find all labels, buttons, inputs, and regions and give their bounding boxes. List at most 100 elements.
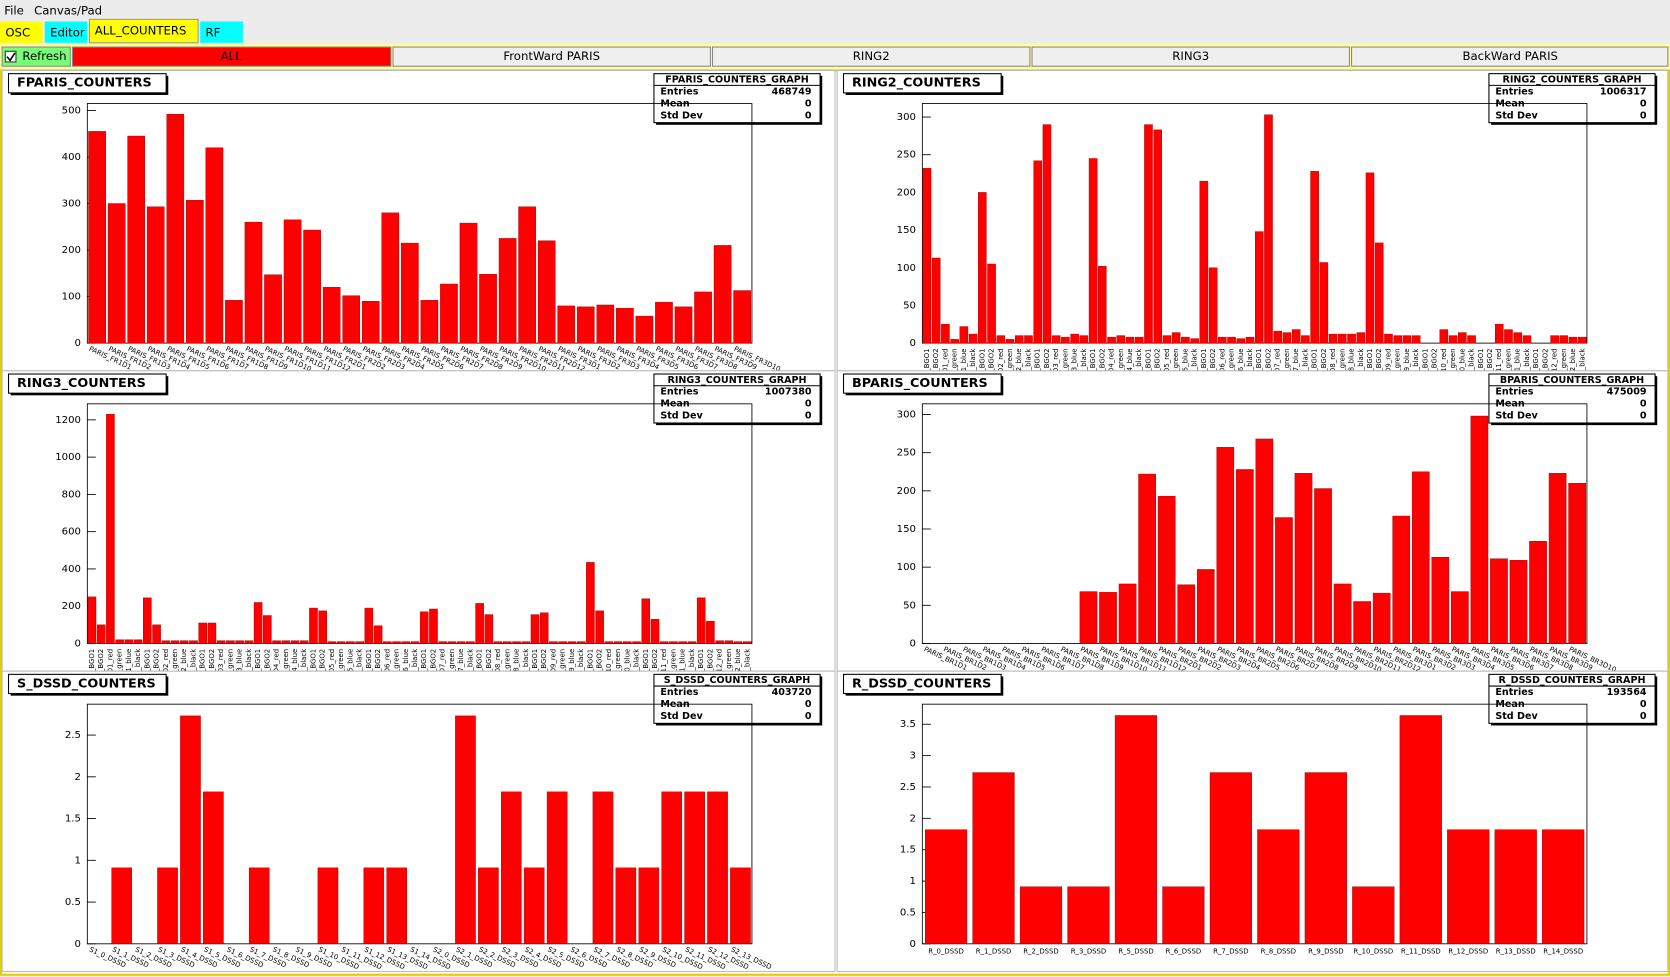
bar bbox=[186, 200, 204, 344]
menu-item[interactable]: Canvas/Pad bbox=[34, 3, 102, 17]
x-tick-label: D5_green bbox=[337, 649, 345, 682]
y-tick-label: 500 bbox=[62, 105, 81, 116]
tab-label[interactable]: Editor bbox=[50, 26, 85, 40]
button[interactable] bbox=[71, 46, 392, 67]
x-tick-label: D11_green bbox=[669, 649, 677, 687]
bar bbox=[978, 192, 987, 344]
x-tick-label: D5_blue bbox=[346, 649, 354, 677]
stats-value: 0 bbox=[1640, 411, 1647, 422]
x-tick-label: D10_green bbox=[1449, 348, 1457, 386]
tab-label[interactable]: ALL_COUNTERS bbox=[95, 24, 187, 38]
bar bbox=[713, 245, 732, 344]
bar bbox=[1392, 515, 1411, 644]
menu-item[interactable]: File bbox=[4, 3, 24, 17]
x-tick-label: D2_green bbox=[1006, 348, 1014, 381]
y-tick-label: 400 bbox=[62, 564, 81, 575]
bar bbox=[549, 641, 558, 644]
x-tick-label: R_0_DSSD bbox=[928, 947, 964, 955]
y-tick-label: 1.5 bbox=[65, 814, 81, 825]
x-tick-label: D5_green bbox=[1172, 348, 1180, 381]
x-tick-label: D8_BGO1 bbox=[1311, 348, 1319, 381]
bar bbox=[592, 791, 614, 945]
button-label[interactable]: BackWard PARIS bbox=[1462, 49, 1558, 63]
bar bbox=[924, 829, 968, 945]
bar bbox=[1282, 332, 1292, 344]
x-tick-label: D10_BGO2 bbox=[596, 649, 604, 686]
button[interactable] bbox=[711, 46, 1031, 67]
checkbox[interactable] bbox=[4, 50, 17, 63]
stats-label: Std Dev bbox=[1495, 110, 1538, 121]
y-tick-label: 0 bbox=[75, 638, 81, 649]
tab-label[interactable]: OSC bbox=[5, 26, 30, 40]
button-label[interactable]: ALL bbox=[221, 49, 243, 63]
button-label[interactable]: FrontWard PARIS bbox=[503, 49, 600, 63]
x-tick-label: D4_BGO2 bbox=[263, 649, 271, 682]
stats-title: RING3_COUNTERS_GRAPH bbox=[667, 375, 806, 386]
bar bbox=[447, 641, 457, 644]
x-tick-label: D9_blue bbox=[568, 649, 576, 677]
bar bbox=[1548, 473, 1567, 644]
y-tick-label: 3.5 bbox=[900, 719, 916, 730]
x-tick-label: D6_green bbox=[393, 649, 401, 682]
bar bbox=[1319, 262, 1329, 344]
tab[interactable] bbox=[0, 21, 43, 43]
bar bbox=[107, 203, 126, 344]
stats-title: RING2_COUNTERS_GRAPH bbox=[1502, 75, 1641, 86]
x-tick-label: D12_BGO1 bbox=[1532, 348, 1540, 385]
stats-label: Entries bbox=[660, 387, 698, 398]
x-tick-label: R_2_DSSD bbox=[1023, 947, 1059, 955]
plot-frame bbox=[921, 403, 1588, 644]
bar bbox=[355, 641, 364, 644]
bar bbox=[386, 867, 408, 945]
tab-label[interactable]: RF bbox=[206, 26, 221, 40]
bar bbox=[272, 640, 281, 644]
bar bbox=[1550, 335, 1559, 344]
bar bbox=[1356, 332, 1366, 344]
y-tick-label: 1 bbox=[910, 876, 916, 887]
bar bbox=[429, 608, 438, 644]
button[interactable] bbox=[392, 46, 711, 67]
bar bbox=[1070, 333, 1079, 344]
bar bbox=[479, 274, 497, 344]
x-tick-label: D9_black bbox=[1412, 348, 1420, 380]
bar bbox=[1125, 336, 1135, 344]
tab[interactable] bbox=[200, 21, 243, 43]
button-label[interactable]: RING3 bbox=[1172, 49, 1209, 63]
bar bbox=[743, 641, 752, 644]
x-tick-label: D11_black bbox=[1523, 348, 1531, 384]
tab[interactable] bbox=[44, 21, 88, 43]
x-tick-label: D9_black bbox=[577, 649, 585, 681]
bar bbox=[659, 641, 669, 644]
bar bbox=[1255, 438, 1274, 644]
bar bbox=[1568, 482, 1586, 644]
bar bbox=[1494, 829, 1537, 945]
x-tick-label: D1_BGO1 bbox=[88, 649, 96, 682]
bar bbox=[595, 610, 604, 644]
x-tick-label: R_9_DSSD bbox=[1308, 947, 1344, 955]
bar bbox=[111, 867, 133, 945]
refresh-button[interactable] bbox=[1, 46, 71, 67]
bar bbox=[1294, 473, 1313, 644]
bar bbox=[1352, 886, 1395, 945]
x-tick-label: D5_black bbox=[1191, 348, 1199, 380]
tab-selected[interactable] bbox=[88, 18, 199, 44]
bar bbox=[1171, 332, 1181, 344]
bar bbox=[632, 641, 641, 644]
x-tick-label: D1_blue bbox=[960, 348, 968, 376]
button-label[interactable]: RING2 bbox=[853, 49, 890, 63]
stats-box bbox=[653, 673, 821, 724]
pad-title: S_DSSD_COUNTERS bbox=[17, 676, 156, 691]
x-tick-label: D10_blue bbox=[1458, 348, 1466, 381]
refresh-label[interactable]: Refresh bbox=[22, 49, 66, 63]
bar bbox=[987, 263, 996, 344]
bar bbox=[216, 640, 226, 644]
y-tick-label: 0 bbox=[910, 638, 916, 649]
button[interactable] bbox=[1351, 46, 1669, 67]
button[interactable] bbox=[1031, 46, 1350, 67]
bar bbox=[303, 229, 321, 344]
bar bbox=[730, 867, 751, 945]
x-tick-label: D9_BGO1 bbox=[1366, 348, 1374, 381]
bar bbox=[1393, 335, 1402, 344]
x-tick-label: D3_green bbox=[226, 649, 234, 682]
